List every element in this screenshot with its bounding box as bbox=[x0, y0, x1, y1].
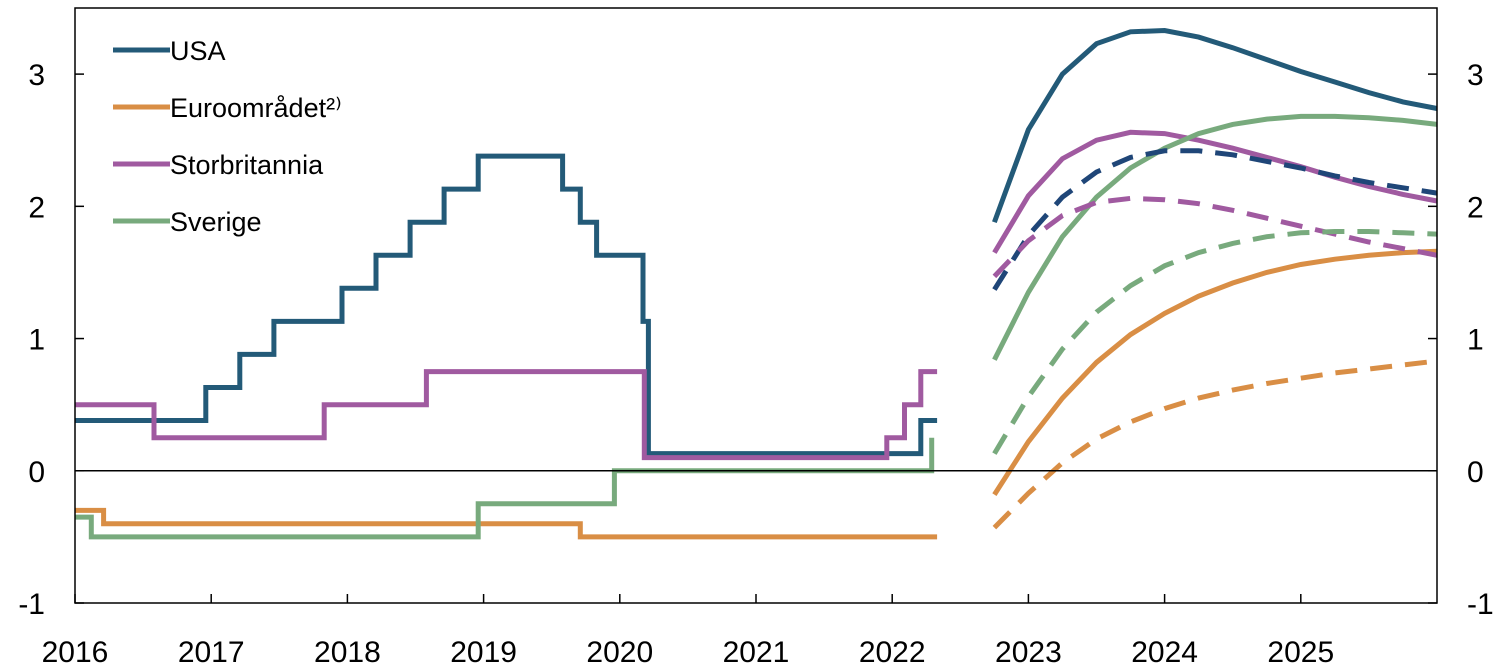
y-tick-label-left: 2 bbox=[28, 191, 45, 224]
series-line-storbritannia-step bbox=[75, 369, 938, 461]
y-tick-label-right: 3 bbox=[1467, 59, 1484, 92]
x-tick-label: 2025 bbox=[1267, 636, 1334, 667]
x-tick-label: 2021 bbox=[723, 636, 790, 667]
x-tick-label: 2022 bbox=[859, 636, 926, 667]
y-tick-label-right: 1 bbox=[1467, 324, 1484, 357]
x-tick-label: 2018 bbox=[314, 636, 381, 667]
series-line-usa-step bbox=[75, 153, 938, 457]
y-tick-label-left: -1 bbox=[18, 588, 45, 621]
y-tick-label-right: 0 bbox=[1467, 456, 1484, 489]
axes-layer: -1 -1 0 0 1 1 2 2 3 3 2016 2017 2018 2019 2020 2021 2022… bbox=[18, 7, 1494, 667]
series-line-storbritannia-dashed bbox=[992, 195, 1438, 279]
series-line-sverige-dashed bbox=[992, 229, 1438, 455]
x-tick-label: 2019 bbox=[450, 636, 517, 667]
y-tick-label-left: 3 bbox=[28, 59, 45, 92]
x-tick-label: 2016 bbox=[42, 636, 109, 667]
legend-label: Storbritannia bbox=[170, 150, 324, 180]
legend-label: Sverige bbox=[170, 207, 262, 237]
x-tick-label: 2020 bbox=[586, 636, 653, 667]
series-line-usa-solid bbox=[992, 27, 1438, 224]
y-tick-label-left: 0 bbox=[28, 456, 45, 489]
y-tick-label-right: 2 bbox=[1467, 191, 1484, 224]
legend-label: USA bbox=[170, 36, 226, 66]
series-layer bbox=[75, 27, 1438, 540]
x-tick-label: 2017 bbox=[178, 636, 245, 667]
series-line-storbritannia-solid bbox=[992, 129, 1438, 254]
series-line-sverige-solid bbox=[992, 113, 1438, 361]
legend: USA Euroområdet²⁾ Storbritannia Sverige bbox=[113, 36, 342, 237]
series-line-euroomrdet-solid bbox=[992, 248, 1438, 496]
y-tick-label-right: -1 bbox=[1467, 588, 1494, 621]
series-line-usa-dashed bbox=[992, 148, 1438, 291]
series-line-euroomrdet-dashed bbox=[992, 358, 1438, 530]
y-tick-label-left: 1 bbox=[28, 324, 45, 357]
series-line-euroomrdet-step bbox=[75, 507, 938, 540]
legend-label: Euroområdet²⁾ bbox=[170, 93, 342, 123]
x-tick-label: 2024 bbox=[1131, 636, 1198, 667]
x-tick-label: 2023 bbox=[995, 636, 1062, 667]
